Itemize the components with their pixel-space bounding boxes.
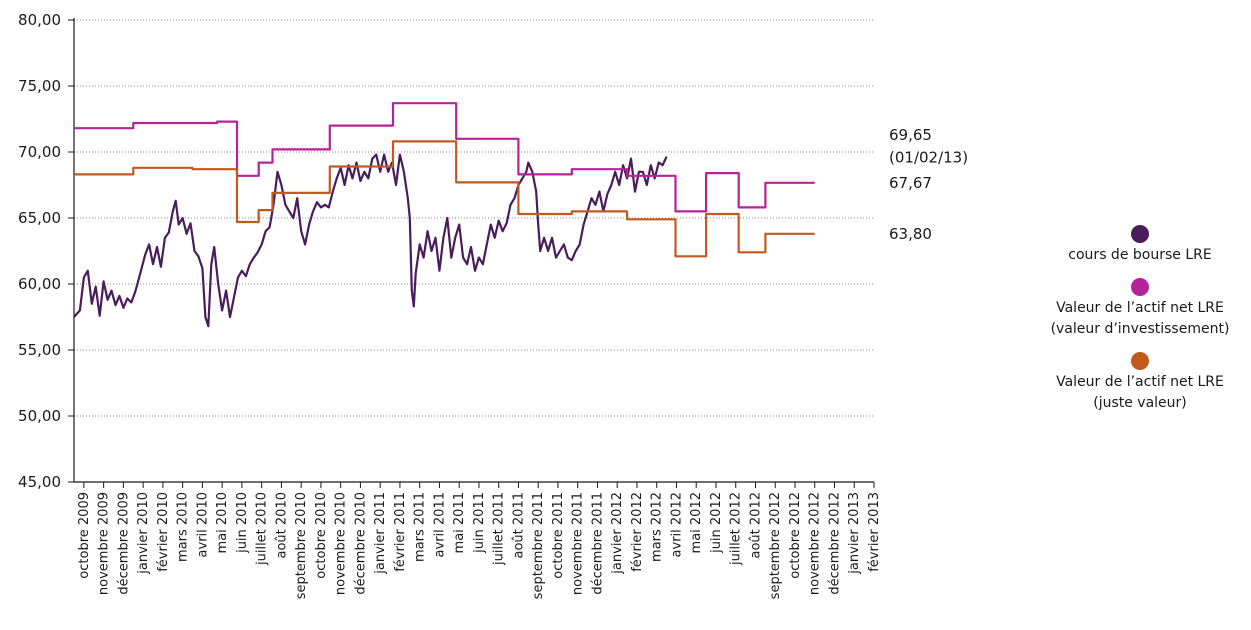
x-tick-label: février 2012: [630, 492, 645, 572]
legend-swatch-cours: [1131, 225, 1149, 243]
x-tick-label: mars 2012: [650, 492, 665, 562]
y-tick-label: 70,00: [18, 143, 61, 161]
series-lines: [73, 102, 815, 328]
series-line: [73, 153, 668, 328]
x-tick-label: juin 2010: [235, 492, 250, 554]
x-tick-label: mars 2011: [413, 492, 428, 562]
x-tick-label: octobre 2010: [314, 492, 329, 579]
legend-item-juste-valeur: Valeur de l’actif net LRE (juste valeur): [1030, 352, 1250, 414]
x-tick-label: octobre 2011: [551, 492, 566, 579]
x-tick-label: novembre 2010: [334, 492, 349, 595]
x-tick-label: mars 2010: [176, 492, 191, 562]
legend: cours de bourse LRE Valeur de l’actif ne…: [1030, 225, 1250, 426]
end-value-label: 63,80: [889, 225, 932, 243]
y-tick-label: 50,00: [18, 407, 61, 425]
x-tick-label: septembre 2010: [294, 492, 309, 599]
legend-swatch-valeur-investissement: [1131, 278, 1149, 296]
x-tick-label: décembre 2010: [353, 492, 368, 595]
x-tick-label: avril 2012: [669, 492, 684, 557]
x-tick-label: avril 2011: [432, 492, 447, 557]
x-tick-label: novembre 2009: [97, 492, 112, 595]
end-value-label: 69,65: [889, 126, 932, 144]
legend-label-valeur-investissement: Valeur de l’actif net LRE (valeur d’inve…: [1050, 300, 1230, 337]
y-tick-labels: 45,00 50,00 55,00 60,00 65,00 70,00 75,00 80,00: [18, 11, 61, 491]
x-tick-label: janvier 2010: [136, 492, 151, 575]
y-tick-label: 75,00: [18, 77, 61, 95]
x-tick-label: août 2010: [274, 492, 289, 558]
x-tick-label: décembre 2012: [827, 492, 842, 595]
x-tick-label: février 2010: [156, 492, 171, 572]
end-value-label: 67,67: [889, 174, 932, 192]
x-tick-label: janvier 2013: [847, 492, 862, 575]
x-tick-label: mai 2010: [215, 492, 230, 553]
y-tick-label: 55,00: [18, 341, 61, 359]
x-tick-label: novembre 2011: [571, 492, 586, 595]
series-line: [74, 140, 815, 258]
x-tick-label: février 2011: [393, 492, 408, 572]
line-chart: 45,00 50,00 55,00 60,00 65,00 70,00 75,00 80,00…: [18, 11, 968, 599]
x-tick-label: octobre 2012: [788, 492, 803, 579]
legend-label-juste-valeur: Valeur de l’actif net LRE (juste valeur): [1056, 374, 1224, 411]
x-tick-label: septembre 2012: [768, 492, 783, 599]
x-tick-label: juillet 2011: [492, 492, 507, 566]
end-value-annotations: 69,65 (01/02/13) 67,67 63,80: [889, 126, 968, 243]
x-tick-label: janvier 2012: [610, 492, 625, 575]
x-tick-label: août 2011: [511, 492, 526, 558]
axes: [68, 18, 875, 488]
x-tick-label: juillet 2012: [729, 492, 744, 566]
x-tick-label: août 2012: [748, 492, 763, 558]
x-tick-label: mai 2012: [689, 492, 704, 553]
series-line: [74, 102, 815, 213]
y-tick-label: 45,00: [18, 473, 61, 491]
y-tick-label: 65,00: [18, 209, 61, 227]
x-tick-label: juillet 2010: [255, 492, 270, 566]
x-tick-label: juin 2011: [472, 492, 487, 554]
x-tick-label: novembre 2012: [808, 492, 823, 595]
y-tick-label: 60,00: [18, 275, 61, 293]
legend-item-cours: cours de bourse LRE: [1030, 225, 1250, 266]
x-tick-label: janvier 2011: [373, 492, 388, 575]
legend-swatch-juste-valeur: [1131, 352, 1149, 370]
legend-item-valeur-investissement: Valeur de l’actif net LRE (valeur d’inve…: [1030, 278, 1250, 340]
x-tick-label: septembre 2011: [531, 492, 546, 599]
x-tick-label: avril 2010: [195, 492, 210, 557]
end-value-label: (01/02/13): [889, 148, 968, 166]
x-tick-label: juin 2012: [709, 492, 724, 554]
x-tick-label: octobre 2009: [77, 492, 92, 579]
grid: [74, 19, 874, 417]
x-tick-label: février 2013: [867, 492, 882, 572]
x-tick-labels: octobre 2009 novembre 2009 décembre 2009 ja…: [77, 492, 882, 599]
legend-label-cours: cours de bourse LRE: [1068, 247, 1212, 263]
x-tick-label: décembre 2009: [116, 492, 131, 595]
x-tick-label: décembre 2011: [590, 492, 605, 595]
x-tick-label: mai 2011: [452, 492, 467, 553]
y-tick-label: 80,00: [18, 11, 61, 29]
